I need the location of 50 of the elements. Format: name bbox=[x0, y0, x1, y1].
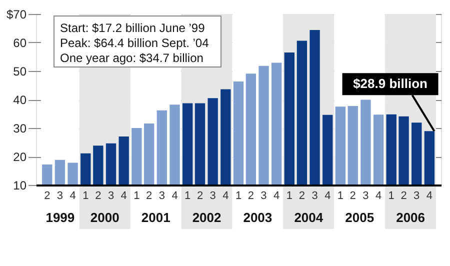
x-tick-label: 1 bbox=[286, 190, 292, 202]
x-tick-label: 4 bbox=[172, 190, 178, 202]
annotation: One year ago: $34.7 billion bbox=[60, 51, 204, 65]
annotation: $28.9 billion bbox=[353, 76, 428, 92]
x-tick-label: 4 bbox=[222, 190, 229, 202]
annotation: Peak: $64.4 billion Sept. ’04 bbox=[60, 36, 210, 50]
y-tick-label: 30 bbox=[13, 122, 27, 136]
x-tick-label: 3 bbox=[362, 190, 369, 202]
band-label: 2004 bbox=[294, 210, 324, 225]
band-label: 2005 bbox=[345, 210, 374, 225]
band-label: 2006 bbox=[396, 210, 426, 225]
x-tick-label: 3 bbox=[312, 190, 318, 202]
x-tick-label: 3 bbox=[158, 190, 165, 202]
x-tick-label: 1 bbox=[235, 190, 242, 202]
y-tick-label: 10 bbox=[13, 178, 27, 192]
annotation: Start: $17.2 billion June ’99 bbox=[60, 21, 206, 35]
x-tick-label: 4 bbox=[274, 190, 280, 202]
x-tick-label: 1 bbox=[184, 190, 191, 202]
x-tick-label: 2 bbox=[298, 190, 306, 202]
x-tick-label: 3 bbox=[56, 190, 64, 202]
x-tick-label: 3 bbox=[210, 190, 216, 202]
x-tick-label: 2 bbox=[196, 190, 204, 202]
y-tick-label: 20 bbox=[13, 150, 27, 164]
x-tick-label: 2 bbox=[350, 190, 356, 202]
y-tick-label: $70 bbox=[6, 8, 27, 22]
x-tick-label: 1 bbox=[134, 190, 140, 202]
x-tick-label: 2 bbox=[95, 190, 102, 202]
x-tick-label: 2 bbox=[400, 190, 407, 202]
y-tick-label: 60 bbox=[13, 36, 27, 50]
x-tick-label: 4 bbox=[120, 190, 127, 202]
band-label: 2002 bbox=[192, 210, 222, 225]
band-label: 2003 bbox=[243, 210, 272, 225]
x-tick-label: 4 bbox=[375, 190, 382, 202]
x-tick-label: 4 bbox=[70, 190, 76, 202]
x-tick-label: 4 bbox=[324, 190, 331, 202]
band-label: 2001 bbox=[141, 210, 170, 225]
x-tick-label: 2 bbox=[44, 190, 50, 202]
band-label: 2000 bbox=[90, 210, 120, 225]
x-tick-label: 4 bbox=[426, 190, 433, 202]
x-tick-label: 3 bbox=[414, 190, 420, 202]
x-tick-label: 1 bbox=[388, 190, 394, 202]
x-tick-label: 1 bbox=[337, 190, 344, 202]
x-tick-label: 3 bbox=[260, 190, 267, 202]
x-tick-label: 1 bbox=[82, 190, 89, 202]
x-tick-label: 2 bbox=[146, 190, 152, 202]
y-tick-label: 50 bbox=[13, 64, 27, 78]
y-tick-label: 40 bbox=[13, 93, 27, 107]
band-label: 1999 bbox=[46, 210, 75, 225]
x-tick-label: 2 bbox=[248, 190, 254, 202]
x-tick-label: 3 bbox=[108, 190, 114, 202]
